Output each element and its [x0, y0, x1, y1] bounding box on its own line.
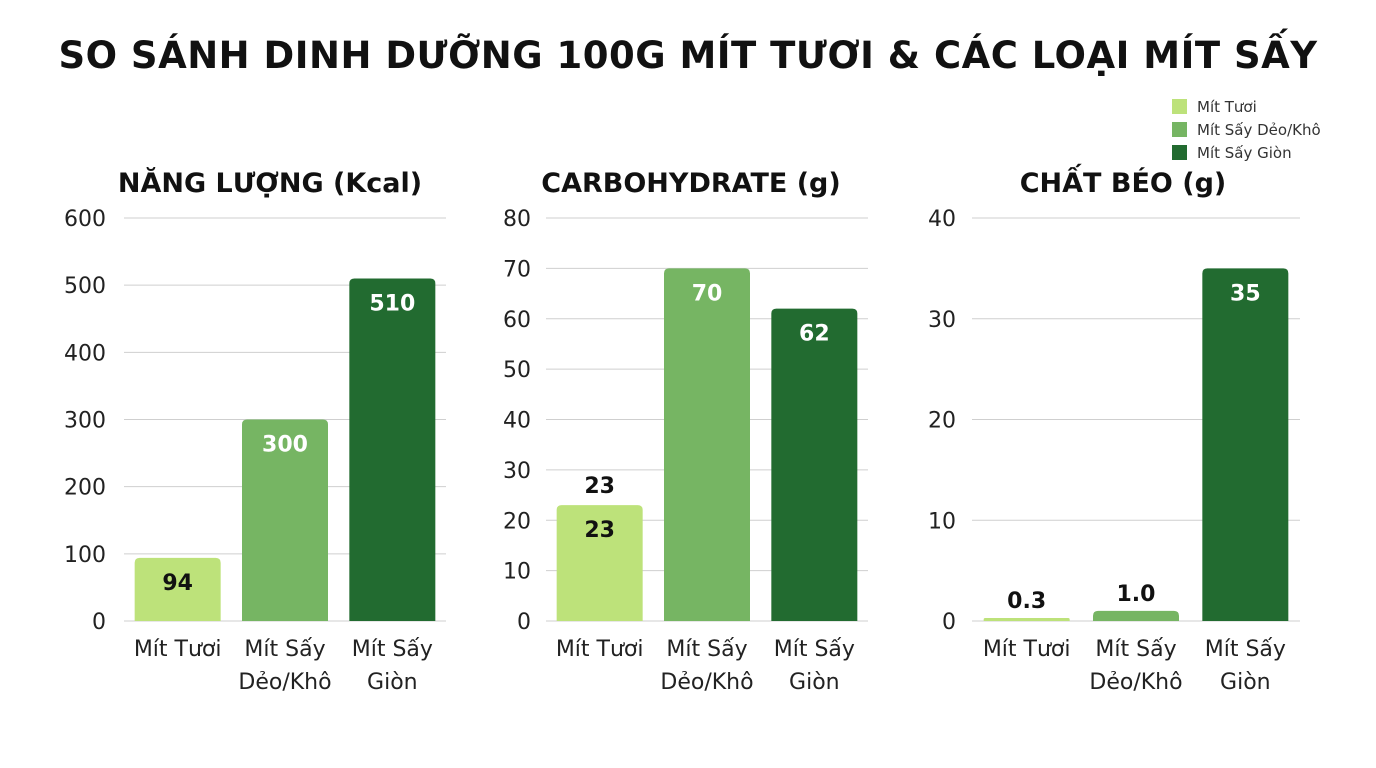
y-tick-label: 30 [928, 308, 956, 333]
y-tick-label: 400 [64, 341, 106, 366]
y-tick-label: 40 [503, 409, 531, 434]
x-category-label: Mít Tươi [983, 637, 1071, 662]
y-tick-label: 300 [64, 409, 106, 434]
chart-2: CARBOHYDRATE (g) 0 10 20 30 40 50 60 70 80 23 Mít T… [503, 168, 868, 695]
y-tick-label: 30 [503, 459, 531, 484]
bar-value-label: 62 [799, 322, 830, 347]
chart-3: CHẤT BÉO (g) 0 10 20 30 40 0.3 Mít Tươi 1.0 Mít S… [928, 163, 1300, 695]
x-category-label: Giòn [367, 670, 418, 695]
chart-title: CARBOHYDRATE (g) [541, 168, 840, 199]
x-category-label: Dẻo/Khô [1089, 670, 1182, 695]
y-tick-label: 80 [503, 207, 531, 232]
bar-value-label: 0.3 [1007, 589, 1046, 614]
x-category-label: Giòn [789, 670, 840, 695]
bar [983, 617, 1070, 621]
legend-item-crispy: Mít Sấy Giòn [1172, 141, 1321, 164]
bar-value-label: 1.0 [1117, 582, 1156, 607]
legend-swatch-fresh [1172, 99, 1187, 114]
bar [664, 268, 750, 621]
bar-value-label: 510 [369, 291, 415, 316]
x-category-label: Mít Sấy [666, 637, 747, 662]
y-tick-label: 0 [517, 610, 531, 635]
chart-title: NĂNG LƯỢNG (Kcal) [118, 167, 422, 199]
y-tick-label: 40 [928, 207, 956, 232]
main-title: SO SÁNH DINH DƯỠNG 100G MÍT TƯƠI & CÁC L… [58, 34, 1318, 77]
bar [349, 278, 436, 621]
bar [1202, 268, 1289, 621]
legend-label-fresh: Mít Tươi [1197, 97, 1257, 116]
y-tick-label: 500 [64, 274, 106, 299]
chart-1: NĂNG LƯỢNG (Kcal) 0 100 200 300 400 500 600 94 Mí… [64, 167, 446, 695]
x-category-label: Dẻo/Khô [660, 670, 753, 695]
bar [1093, 610, 1179, 621]
bar [556, 505, 643, 621]
y-tick-label: 10 [928, 509, 956, 534]
legend-label-crispy: Mít Sấy Giòn [1197, 143, 1292, 162]
x-category-label: Mít Sấy [1095, 637, 1176, 662]
y-tick-label: 10 [503, 560, 531, 585]
x-category-label: Mít Tươi [134, 637, 222, 662]
legend: Mít Tươi Mít Sấy Dẻo/Khô Mít Sấy Giòn [1172, 95, 1321, 164]
x-category-label: Dẻo/Khô [238, 670, 331, 695]
y-tick-label: 0 [942, 610, 956, 635]
y-tick-label: 100 [64, 543, 106, 568]
y-tick-label: 70 [503, 257, 531, 282]
legend-item-fresh: Mít Tươi [1172, 95, 1321, 118]
y-tick-label: 60 [503, 308, 531, 333]
bar-extra-label: 23 [584, 474, 615, 499]
bar [134, 557, 221, 621]
bar-value-label: 70 [692, 281, 723, 306]
legend-label-chewy: Mít Sấy Dẻo/Khô [1197, 120, 1321, 139]
chart-title: CHẤT BÉO (g) [1020, 163, 1227, 199]
x-category-label: Mít Sấy [1205, 637, 1286, 662]
bar-value-label: 23 [584, 518, 615, 543]
x-category-label: Mít Tươi [556, 637, 644, 662]
legend-item-chewy: Mít Sấy Dẻo/Khô [1172, 118, 1321, 141]
y-tick-label: 600 [64, 207, 106, 232]
bar-value-label: 35 [1230, 281, 1261, 306]
y-tick-label: 20 [503, 509, 531, 534]
y-tick-label: 20 [928, 409, 956, 434]
legend-swatch-chewy [1172, 122, 1187, 137]
y-tick-label: 0 [92, 610, 106, 635]
y-tick-label: 200 [64, 476, 106, 501]
bar-value-label: 94 [162, 571, 193, 596]
x-category-label: Mít Sấy [774, 637, 855, 662]
bar-value-label: 300 [262, 433, 308, 458]
x-category-label: Giòn [1220, 670, 1271, 695]
legend-swatch-crispy [1172, 145, 1187, 160]
x-category-label: Mít Sấy [352, 637, 433, 662]
x-category-label: Mít Sấy [244, 637, 325, 662]
bar [771, 308, 858, 621]
y-tick-label: 50 [503, 358, 531, 383]
bar [242, 419, 328, 621]
